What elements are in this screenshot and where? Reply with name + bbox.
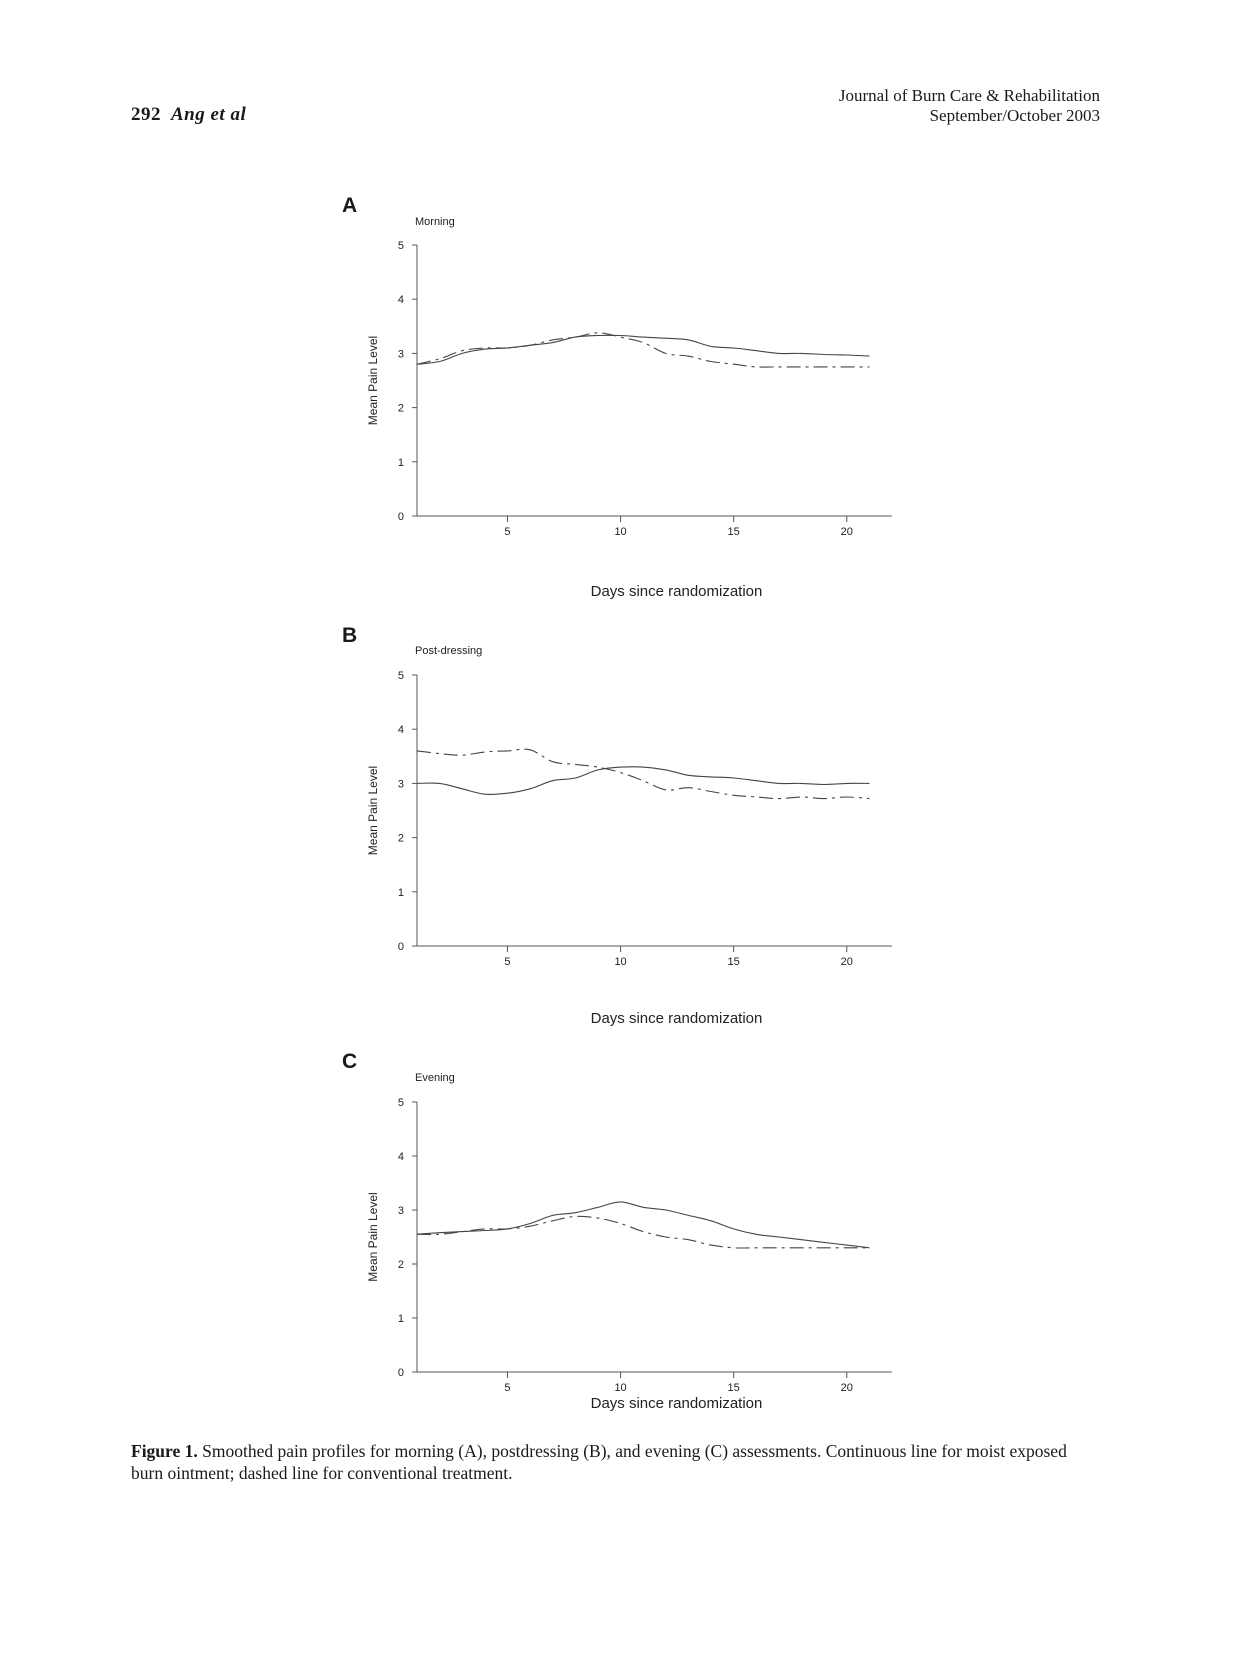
journal-issue: September/October 2003	[929, 106, 1100, 125]
morning-y-tick-label: 5	[398, 240, 404, 252]
caption-label: Figure 1.	[131, 1441, 198, 1461]
morning-x-tick-label: 15	[728, 526, 740, 538]
panel-letter-c: C	[342, 1050, 358, 1073]
morning-chart-title: Morning	[415, 216, 455, 228]
panel-letter-a: A	[342, 194, 358, 217]
morning-series-dashed-line	[416, 332, 870, 368]
morning-x-axis-label: Days since randomization	[591, 583, 763, 600]
morning-y-tick-label: 2	[398, 403, 404, 415]
morning-series-continuous-line	[416, 334, 870, 365]
figure-caption: Figure 1. Smoothed pain profiles for mor…	[131, 1440, 1101, 1484]
page-number: 292	[131, 104, 161, 125]
journal-header: Journal of Burn Care & Rehabilitation Se…	[839, 86, 1100, 126]
morning-x-tick-label: 20	[841, 526, 853, 538]
panel-letter-b: B	[342, 624, 358, 647]
journal-name: Journal of Burn Care & Rehabilitation	[838, 86, 1100, 105]
morning-y-tick-label: 3	[398, 348, 404, 360]
morning-y-tick-label: 0	[398, 511, 404, 523]
morning-x-tick-label: 10	[614, 526, 626, 538]
running-header: 292 Ang et al	[131, 104, 246, 126]
morning-y-axis-label: Mean Pain Level	[366, 336, 380, 425]
morning-y-tick-label: 1	[398, 457, 404, 469]
caption-text: Smoothed pain profiles for morning (A), …	[131, 1441, 1067, 1483]
running-authors: Ang et al	[171, 104, 247, 125]
morning-x-tick-label: 5	[504, 526, 510, 538]
morning-y-tick-label: 4	[398, 294, 404, 306]
